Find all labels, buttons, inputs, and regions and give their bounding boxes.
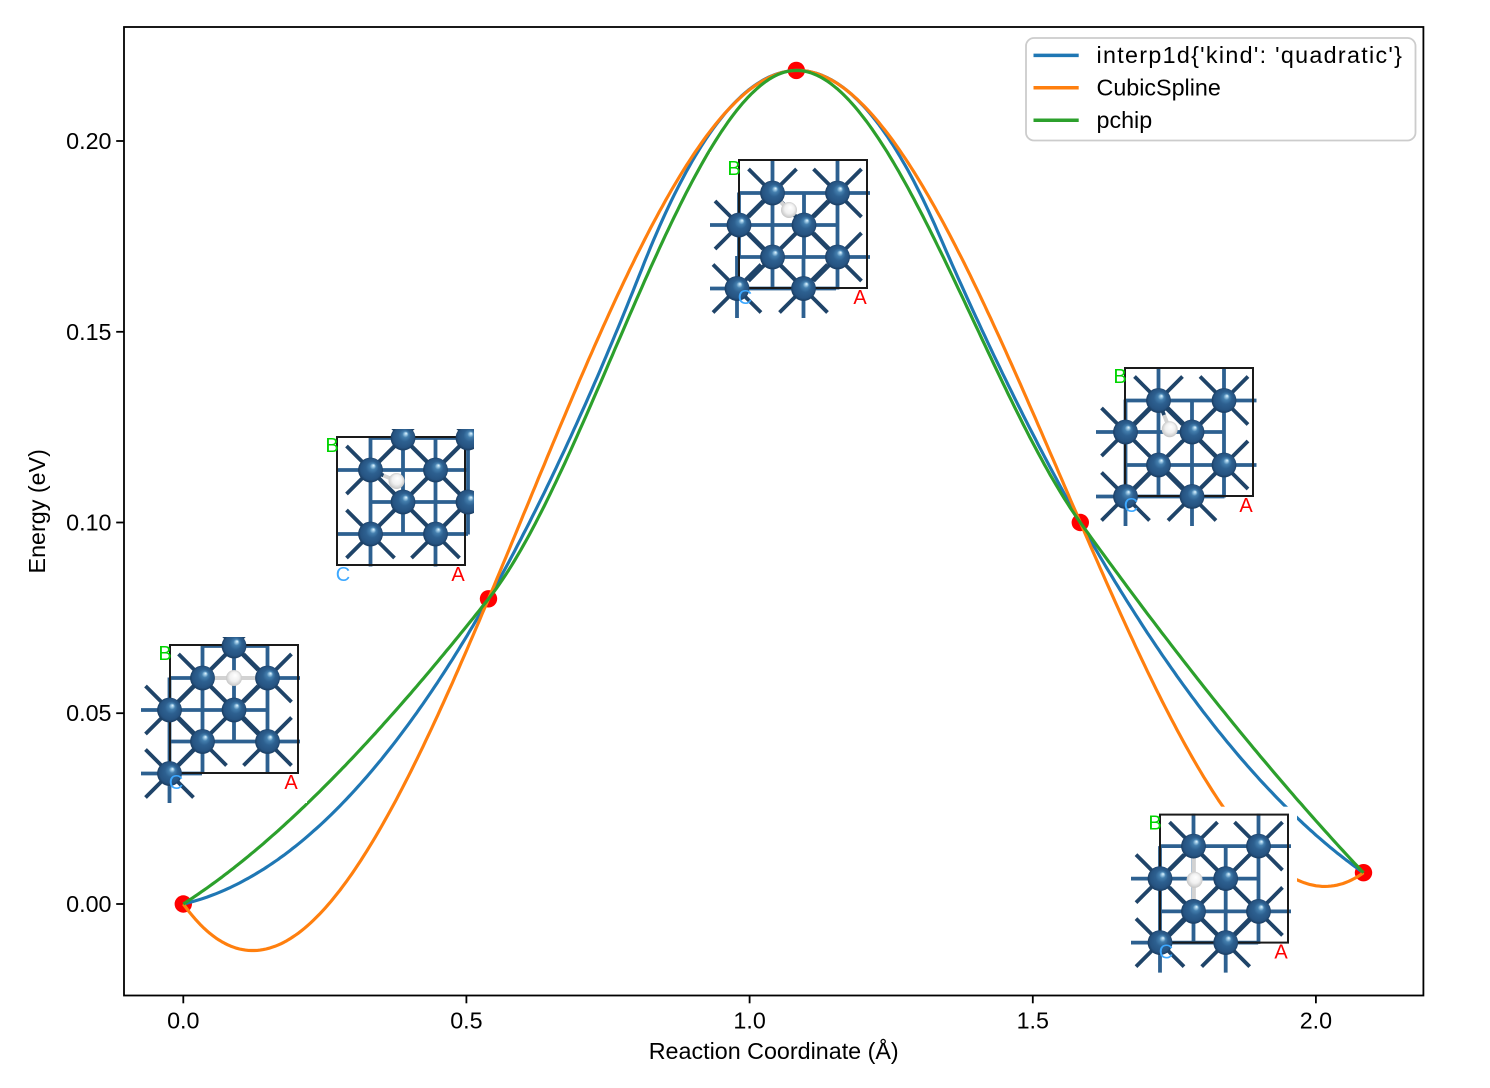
svg-text:0.05: 0.05	[66, 700, 111, 726]
svg-text:0.0: 0.0	[167, 1008, 199, 1034]
svg-text:0.5: 0.5	[450, 1008, 482, 1034]
svg-text:0.20: 0.20	[66, 128, 111, 154]
svg-text:0.10: 0.10	[66, 510, 111, 536]
svg-text:C: C	[738, 287, 752, 309]
svg-text:A: A	[1239, 495, 1253, 517]
svg-text:1.0: 1.0	[733, 1008, 765, 1034]
svg-text:A: A	[451, 564, 465, 586]
svg-text:1.5: 1.5	[1017, 1008, 1049, 1034]
svg-text:B: B	[158, 643, 171, 665]
svg-text:C: C	[1124, 495, 1138, 517]
svg-text:C: C	[169, 772, 183, 794]
svg-text:0.00: 0.00	[66, 891, 111, 917]
svg-text:B: B	[325, 435, 338, 457]
svg-text:pchip: pchip	[1097, 107, 1153, 133]
svg-text:B: B	[727, 158, 740, 180]
svg-text:CubicSpline: CubicSpline	[1097, 75, 1221, 101]
svg-text:Energy (eV): Energy (eV)	[24, 449, 50, 573]
svg-text:C: C	[1159, 942, 1173, 964]
svg-text:C: C	[336, 564, 350, 586]
svg-text:B: B	[1148, 813, 1161, 835]
svg-text:A: A	[853, 287, 867, 309]
svg-text:Reaction Coordinate (Å): Reaction Coordinate (Å)	[649, 1037, 899, 1064]
svg-text:interp1d{'kind': 'quadratic'}: interp1d{'kind': 'quadratic'}	[1097, 42, 1404, 68]
svg-text:A: A	[284, 772, 298, 794]
svg-text:B: B	[1113, 366, 1126, 388]
svg-text:0.15: 0.15	[66, 319, 111, 345]
svg-text:A: A	[1274, 942, 1288, 964]
svg-text:2.0: 2.0	[1300, 1008, 1332, 1034]
